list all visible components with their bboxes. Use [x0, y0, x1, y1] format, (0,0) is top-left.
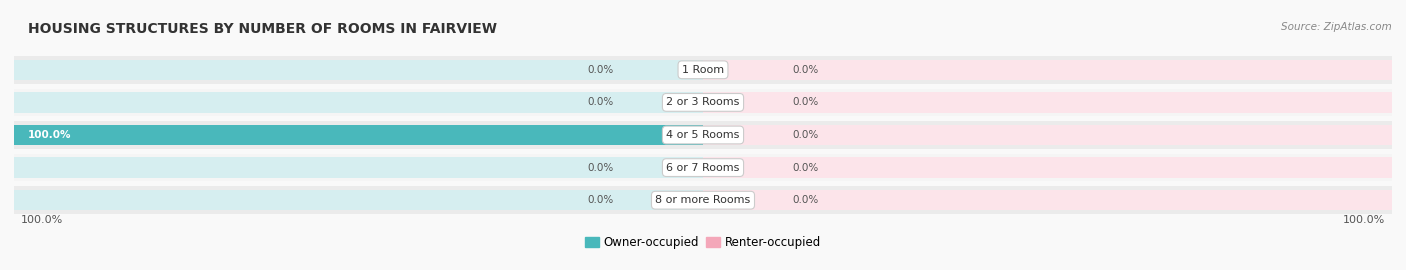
Bar — [703, 60, 1392, 80]
Text: 1 Room: 1 Room — [682, 65, 724, 75]
Text: 0.0%: 0.0% — [793, 163, 818, 173]
Text: 0.0%: 0.0% — [588, 65, 613, 75]
Bar — [14, 60, 703, 80]
Text: 0.0%: 0.0% — [588, 195, 613, 205]
Text: 0.0%: 0.0% — [793, 65, 818, 75]
Text: 0.0%: 0.0% — [793, 130, 818, 140]
Bar — [14, 92, 703, 113]
Text: Source: ZipAtlas.com: Source: ZipAtlas.com — [1281, 22, 1392, 32]
Bar — [14, 154, 1392, 181]
Bar — [14, 125, 703, 145]
Text: 0.0%: 0.0% — [793, 195, 818, 205]
Bar — [14, 186, 1392, 214]
Bar — [14, 125, 703, 145]
Bar — [703, 92, 1392, 113]
Bar — [14, 157, 703, 178]
Text: 2 or 3 Rooms: 2 or 3 Rooms — [666, 97, 740, 107]
Text: 8 or more Rooms: 8 or more Rooms — [655, 195, 751, 205]
Text: 100.0%: 100.0% — [1343, 215, 1385, 225]
Text: 100.0%: 100.0% — [28, 130, 72, 140]
Bar — [14, 89, 1392, 116]
Bar — [14, 121, 1392, 149]
Text: 6 or 7 Rooms: 6 or 7 Rooms — [666, 163, 740, 173]
Text: 0.0%: 0.0% — [793, 97, 818, 107]
Text: 100.0%: 100.0% — [21, 215, 63, 225]
Text: 0.0%: 0.0% — [588, 163, 613, 173]
Bar — [14, 56, 1392, 84]
Bar — [14, 190, 703, 210]
Text: 0.0%: 0.0% — [588, 97, 613, 107]
Text: 4 or 5 Rooms: 4 or 5 Rooms — [666, 130, 740, 140]
Text: HOUSING STRUCTURES BY NUMBER OF ROOMS IN FAIRVIEW: HOUSING STRUCTURES BY NUMBER OF ROOMS IN… — [28, 22, 498, 36]
Bar — [703, 157, 1392, 178]
Bar — [703, 190, 1392, 210]
Bar — [703, 125, 1392, 145]
Legend: Owner-occupied, Renter-occupied: Owner-occupied, Renter-occupied — [579, 231, 827, 254]
